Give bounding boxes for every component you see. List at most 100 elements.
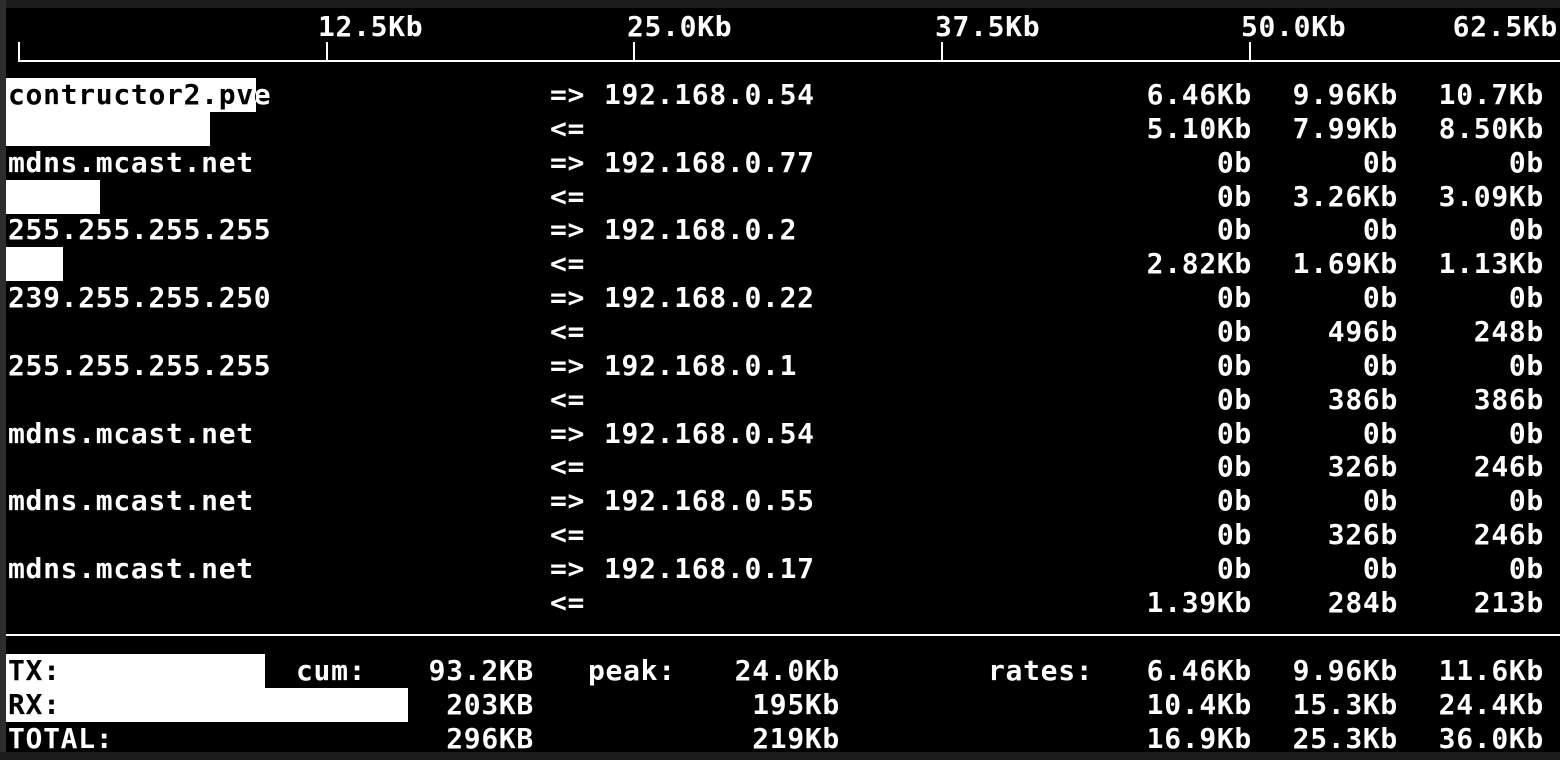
tx-rate-value: 0b — [1216, 348, 1252, 382]
rx-rate-value: 1.39Kb — [1146, 585, 1252, 619]
window-frame-top — [0, 0, 1560, 8]
totals-rate-bar — [6, 654, 265, 688]
rx-rate-value: 1.69Kb — [1292, 247, 1398, 281]
local-host: 255.255.255.255 — [8, 348, 272, 382]
scale-tick-mark — [1249, 42, 1251, 61]
connection-row-rx: <= 1.39Kb 284b 213b — [0, 586, 1560, 620]
tx-rate-value: 0b — [1508, 145, 1544, 179]
rx-rate-value: 5.10Kb — [1146, 111, 1252, 145]
tx-rate-value: 0b — [1362, 551, 1398, 585]
rx-rate-value: 386b — [1327, 382, 1398, 416]
tx-rate-value: 0b — [1362, 145, 1398, 179]
tx-rate-value: 0b — [1216, 213, 1252, 247]
tx-rate-value: 0b — [1362, 213, 1398, 247]
connection-row-rx: <= 0b 386b 386b — [0, 383, 1560, 417]
connection-row-rx: <= 2.82Kb 1.69Kb 1.13Kb — [0, 247, 1560, 282]
connection-row-tx: mdns.mcast.net => 192.168.0.55 0b 0b 0b — [0, 484, 1560, 518]
local-host: 255.255.255.255 — [8, 213, 272, 247]
tx-arrow: => — [550, 145, 586, 179]
tx-rate-value: 0b — [1216, 281, 1252, 315]
tx-rate-value: 10.7Kb — [1438, 78, 1544, 111]
scale-label: 25.0Kb — [627, 10, 733, 43]
tx-rate-value: 0b — [1362, 281, 1398, 315]
rx-rate-value: 7.99Kb — [1292, 111, 1398, 145]
connection-row-tx: mdns.mcast.net => 192.168.0.77 0b 0b 0b — [0, 146, 1560, 180]
rx-rate-bar — [6, 247, 63, 282]
scale-tick-mark — [941, 42, 943, 61]
cum-value: 296KB — [446, 722, 534, 755]
rates-value: 15.3Kb — [1292, 688, 1398, 721]
tx-rate-bar — [6, 78, 256, 112]
peak-value: 219Kb — [752, 722, 840, 755]
peak-label: peak: — [588, 654, 676, 687]
local-host: contructor2.pve — [8, 78, 272, 111]
totals-row: RX: 203KB 195Kb 10.4Kb 15.3Kb 24.4Kb — [0, 688, 1560, 722]
local-host: mdns.mcast.net — [8, 551, 254, 585]
rates-value: 25.3Kb — [1292, 722, 1398, 755]
connection-row-tx: 239.255.255.250 => 192.168.0.22 0b 0b 0b — [0, 281, 1560, 315]
rx-arrow: <= — [550, 450, 586, 484]
cum-value: 203KB — [446, 688, 534, 721]
rx-rate-value: 386b — [1473, 382, 1544, 416]
tx-arrow: => — [550, 551, 586, 585]
connection-row-tx: contructor2.pve => 192.168.0.54 6.46Kb 9.96K… — [0, 78, 1560, 112]
tx-rate-value: 0b — [1362, 416, 1398, 450]
tx-rate-value: 0b — [1362, 484, 1398, 518]
rx-rate-value: 246b — [1473, 450, 1544, 484]
remote-host: 192.168.0.54 — [604, 416, 815, 450]
rx-arrow: <= — [550, 111, 586, 145]
window-frame-bottom — [0, 752, 1560, 760]
rx-arrow: <= — [550, 314, 586, 348]
rates-value: 11.6Kb — [1438, 654, 1544, 687]
connection-row-tx: 255.255.255.255 => 192.168.0.1 0b 0b 0b — [0, 349, 1560, 383]
rx-arrow: <= — [550, 585, 586, 619]
rates-label: rates: — [988, 654, 1094, 687]
rx-arrow: <= — [550, 518, 586, 552]
rx-rate-value: 0b — [1216, 518, 1252, 552]
tx-rate-value: 0b — [1508, 551, 1544, 585]
scale-tick-mark — [633, 42, 635, 61]
rx-rate-value: 284b — [1327, 585, 1398, 619]
scale-tick-mark — [326, 42, 328, 61]
rx-rate-value: 3.09Kb — [1438, 179, 1544, 213]
scale-label: 50.0Kb — [1241, 10, 1347, 43]
rx-rate-value: 213b — [1473, 585, 1544, 619]
rx-rate-bar — [6, 179, 100, 214]
tx-arrow: => — [550, 484, 586, 518]
totals-row: TX: cum: peak: rates: 93.2KB 24.0Kb 6.46Kb 9.96… — [0, 654, 1560, 688]
scale-label: 62.5Kb — [1452, 10, 1558, 43]
tx-rate-value: 9.96Kb — [1292, 78, 1398, 111]
connection-row-tx: 255.255.255.255 => 192.168.0.2 0b 0b 0b — [0, 213, 1560, 247]
connection-row-rx: <= 0b 3.26Kb 3.09Kb — [0, 179, 1560, 214]
connection-row-rx: <= 0b 326b 246b — [0, 518, 1560, 552]
tx-rate-value: 0b — [1508, 281, 1544, 315]
scale-label: 12.5Kb — [318, 10, 424, 43]
tx-arrow: => — [550, 213, 586, 247]
connection-row-rx: <= 0b 326b 246b — [0, 450, 1560, 484]
rx-rate-value: 248b — [1473, 314, 1544, 348]
rx-rate-value: 3.26Kb — [1292, 179, 1398, 213]
rx-rate-value: 2.82Kb — [1146, 247, 1252, 281]
scale-label: 37.5Kb — [935, 10, 1041, 43]
totals-rate-bar — [6, 688, 408, 722]
connection-row-rx: <= 0b 496b 248b — [0, 315, 1560, 349]
scale-axis-line — [18, 60, 1560, 62]
rx-arrow: <= — [550, 382, 586, 416]
remote-host: 192.168.0.17 — [604, 551, 815, 585]
tx-rate-value: 0b — [1508, 416, 1544, 450]
rx-rate-value: 326b — [1327, 518, 1398, 552]
tx-arrow: => — [550, 78, 586, 111]
rx-rate-value: 496b — [1327, 314, 1398, 348]
tx-rate-value: 0b — [1216, 551, 1252, 585]
local-host: 239.255.255.250 — [8, 281, 272, 315]
tx-rate-value: 0b — [1216, 145, 1252, 179]
rates-value: 16.9Kb — [1146, 722, 1252, 755]
footer-separator-line — [0, 634, 1560, 636]
remote-host: 192.168.0.1 — [604, 348, 798, 382]
rates-value: 24.4Kb — [1438, 688, 1544, 721]
totals-row: TOTAL: 296KB 219Kb 16.9Kb 25.3Kb 36.0Kb — [0, 722, 1560, 756]
cum-value: 93.2KB — [428, 654, 534, 687]
rx-rate-value: 246b — [1473, 518, 1544, 552]
rates-value: 10.4Kb — [1146, 688, 1252, 721]
